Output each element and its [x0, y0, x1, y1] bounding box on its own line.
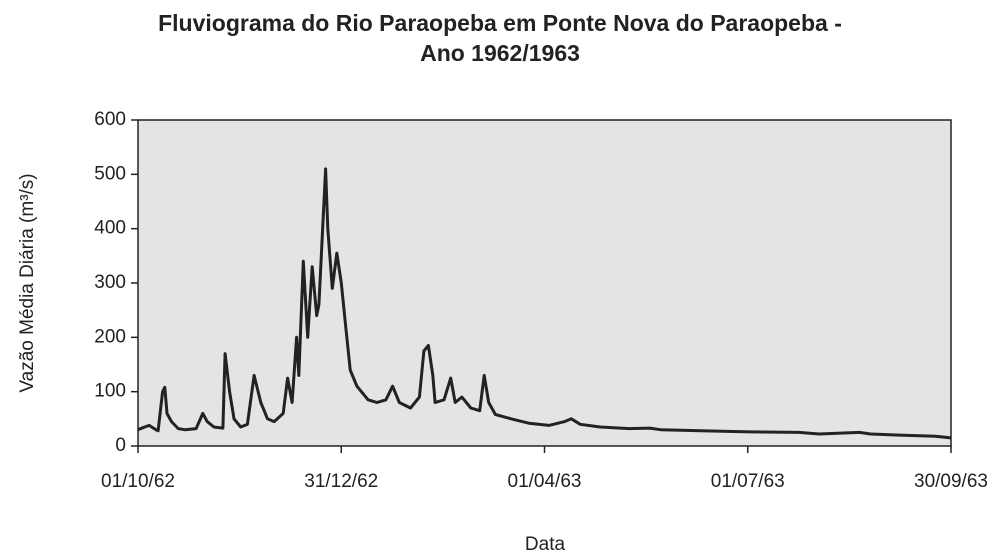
x-tick-label: 31/12/62: [304, 471, 378, 492]
y-tick-label: 400: [94, 218, 126, 239]
y-tick-label: 300: [94, 272, 126, 293]
x-axis-label: Data: [525, 534, 566, 555]
y-tick-label: 500: [94, 163, 126, 184]
y-axis-label: Vazão Média Diária (m³/s): [17, 173, 38, 392]
x-tick-label: 01/10/62: [101, 471, 175, 492]
y-tick-label: 200: [94, 326, 126, 347]
x-tick-label: 01/04/63: [508, 471, 582, 492]
flow-line: [137, 167, 952, 440]
y-tick-label: 600: [94, 109, 126, 130]
x-tick-label: 30/09/63: [914, 471, 988, 492]
plot-area: [137, 119, 952, 447]
y-tick-label: 100: [94, 381, 126, 402]
chart-title: Fluviograma do Rio Paraopeba em Ponte No…: [158, 10, 842, 66]
y-tick-label: 0: [115, 435, 126, 456]
x-tick-label: 01/07/63: [711, 471, 785, 492]
